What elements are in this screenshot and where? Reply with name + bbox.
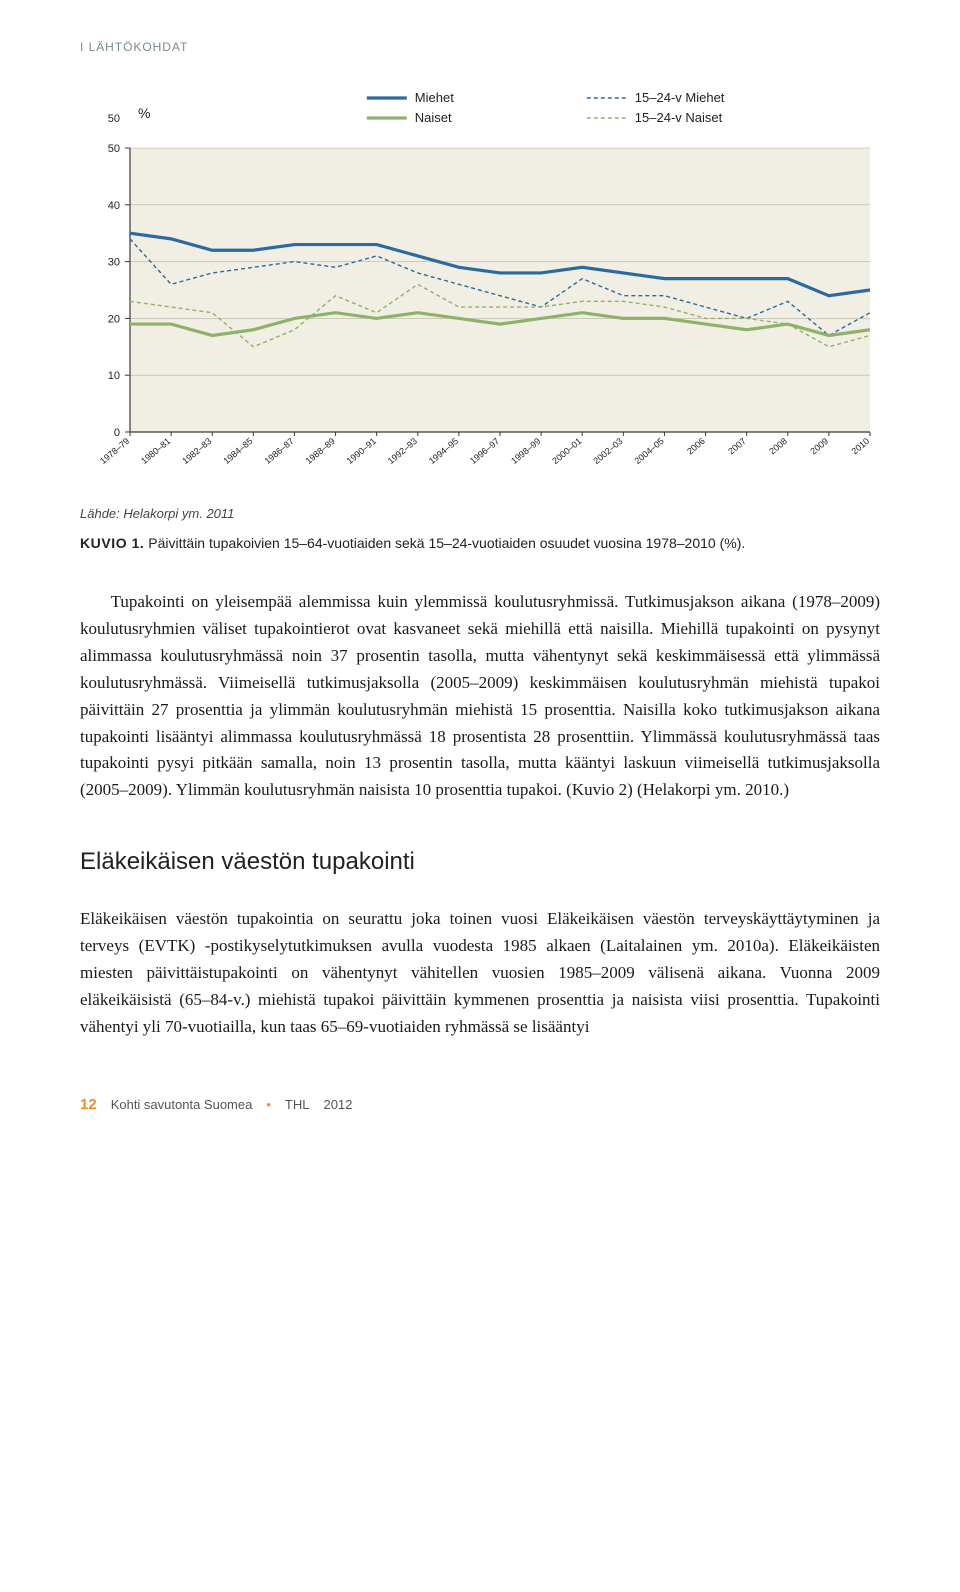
svg-text:1998–99: 1998–99 xyxy=(509,436,542,466)
svg-text:1996–97: 1996–97 xyxy=(468,436,501,466)
svg-text:1994–95: 1994–95 xyxy=(427,436,460,466)
svg-text:2000–01: 2000–01 xyxy=(550,436,583,466)
svg-text:0: 0 xyxy=(114,427,120,439)
svg-text:1986–87: 1986–87 xyxy=(262,436,295,466)
body-paragraph-1: Tupakointi on yleisempää alemmissa kuin … xyxy=(80,589,880,804)
svg-text:2009: 2009 xyxy=(808,436,830,457)
svg-text:20: 20 xyxy=(108,313,120,325)
page-number: 12 xyxy=(80,1096,97,1113)
section-heading: Eläkeikäisen väestön tupakointi xyxy=(80,848,880,876)
svg-text:1984–85: 1984–85 xyxy=(221,436,254,466)
svg-text:1980–81: 1980–81 xyxy=(139,436,172,466)
svg-text:%: % xyxy=(138,105,150,121)
svg-text:1990–91: 1990–91 xyxy=(345,436,378,466)
svg-text:1978–79: 1978–79 xyxy=(98,436,131,466)
page-footer: 12 Kohti savutonta Suomea • THL 2012 xyxy=(80,1096,880,1113)
svg-text:40: 40 xyxy=(108,200,120,212)
svg-text:2006: 2006 xyxy=(685,436,707,457)
svg-text:2008: 2008 xyxy=(767,436,789,457)
chart-svg: 0 10 20 30 40 50 1978–79 1980–81 1982–83 1984–85 1… xyxy=(80,82,880,492)
svg-text:50: 50 xyxy=(108,143,120,155)
svg-text:Naiset: Naiset xyxy=(415,110,452,125)
svg-text:2007: 2007 xyxy=(726,436,748,457)
svg-text:1988–89: 1988–89 xyxy=(304,436,337,466)
svg-text:10: 10 xyxy=(108,370,120,382)
footer-title: Kohti savutonta Suomea xyxy=(111,1097,253,1112)
svg-text:30: 30 xyxy=(108,257,120,269)
svg-text:50: 50 xyxy=(108,113,120,125)
footer-publisher: THL xyxy=(285,1097,310,1112)
svg-text:15–24-v Miehet: 15–24-v Miehet xyxy=(635,90,725,105)
svg-text:Miehet: Miehet xyxy=(415,90,454,105)
svg-text:1982–83: 1982–83 xyxy=(180,436,213,466)
svg-text:1992–93: 1992–93 xyxy=(386,436,419,466)
caption-lead: KUVIO 1. xyxy=(80,535,144,551)
body-paragraph-2: Eläkeikäisen väestön tupakointia on seur… xyxy=(80,906,880,1040)
caption-text: Päivittäin tupakoivien 15–64-vuotiaiden … xyxy=(148,535,745,551)
svg-text:15–24-v Naiset: 15–24-v Naiset xyxy=(635,110,723,125)
chart-caption: KUVIO 1. Päivittäin tupakoivien 15–64-vu… xyxy=(80,533,880,553)
para1: Tupakointi on yleisempää alemmissa kuin … xyxy=(80,589,880,804)
footer-year: 2012 xyxy=(323,1097,352,1112)
svg-text:2002–03: 2002–03 xyxy=(591,436,624,466)
footer-sep-icon: • xyxy=(266,1097,271,1112)
chart-source: Lähde: Helakorpi ym. 2011 xyxy=(80,506,880,521)
svg-text:2010: 2010 xyxy=(850,436,872,457)
running-head: I LÄHTÖKOHDAT xyxy=(80,40,880,54)
smoking-chart: 0 10 20 30 40 50 1978–79 1980–81 1982–83 1984–85 1… xyxy=(80,82,880,492)
svg-text:2004–05: 2004–05 xyxy=(632,436,665,466)
para2: Eläkeikäisen väestön tupakointia on seur… xyxy=(80,906,880,1040)
